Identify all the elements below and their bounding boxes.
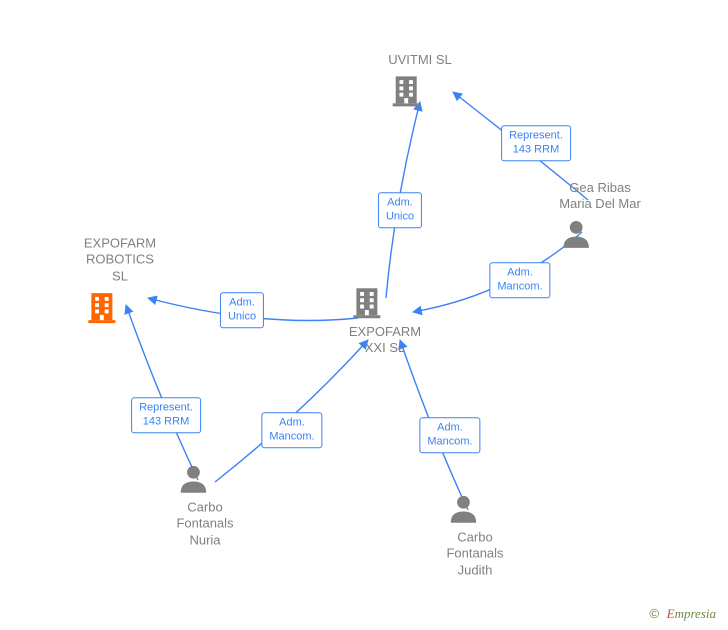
edge-label: Adm. Unico [220,292,264,328]
edge-label: Adm. Mancom. [489,262,550,298]
node-label: EXPOFARM ROBOTICS SL [84,236,156,285]
edge-label: Adm. Unico [378,192,422,228]
company-node-expofarm_xxi[interactable]: EXPOFARM XXI SL [349,284,421,357]
building-icon [388,72,452,108]
node-label: Carbo Fontanals Judith [446,530,503,579]
network-diagram: UVITMI SL EXPOFARM ROBOTICS SL EXPOFARM … [0,0,728,630]
copyright-symbol: © [649,606,659,621]
brand-text: Empresia [667,606,716,621]
person-node-gea_ribas[interactable]: Gea Ribas Maria Del Mar [559,180,641,251]
edge-label: Represent. 143 RRM [131,397,201,433]
company-node-uvitmi[interactable]: UVITMI SL [388,52,452,108]
node-label: Carbo Fontanals Nuria [176,500,233,549]
person-node-carbo_nuria[interactable]: Carbo Fontanals Nuria [176,462,233,549]
company-node-expofarm_robotics[interactable]: EXPOFARM ROBOTICS SL [84,236,156,325]
node-label: UVITMI SL [388,52,452,68]
person-icon [176,462,233,496]
person-icon [559,216,641,250]
edge-carbo_nuria-expofarm_xxi [215,340,368,482]
edge-label: Adm. Mancom. [419,417,480,453]
edge-label: Adm. Mancom. [261,412,322,448]
node-label: Gea Ribas Maria Del Mar [559,180,641,213]
node-label: EXPOFARM XXI SL [349,324,421,357]
building-icon [84,288,156,324]
watermark: © Empresia [649,606,716,622]
person-icon [446,492,503,526]
edge-label: Represent. 143 RRM [501,125,571,161]
edge-carbo_nuria-expofarm_robotics [126,305,198,480]
building-icon [349,284,421,320]
person-node-carbo_judith[interactable]: Carbo Fontanals Judith [446,492,503,579]
